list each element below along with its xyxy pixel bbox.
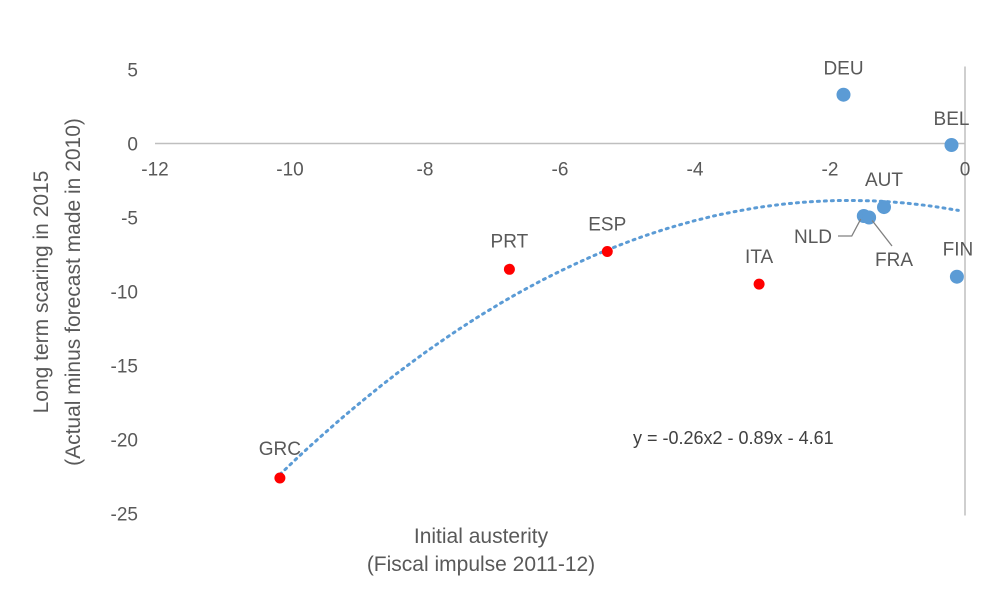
y-axis-title: Long term scaring in 2015 — [30, 171, 53, 414]
data-point-ita — [753, 278, 765, 290]
x-axis-title: Initial austerity — [414, 525, 549, 548]
trendline — [278, 199, 960, 476]
data-point-deu — [836, 87, 851, 102]
point-label-fra: FRA — [875, 250, 913, 271]
axes: -12 -10 -8 -6 -4 -2 050-5-10-15-20-25 — [111, 61, 971, 526]
point-label-deu: DEU — [823, 59, 863, 80]
x-tick-label: 0 — [960, 160, 971, 181]
data-point-aut — [877, 200, 891, 215]
x-tick-label: -12 — [141, 160, 168, 181]
x-tick-label: -8 — [417, 160, 434, 181]
y-tick-label: -10 — [111, 283, 138, 304]
x-tick-label: -4 — [687, 160, 704, 181]
x-tick-label: -10 — [276, 160, 303, 181]
trendline-layer: y = -0.26x2 - 0.89x - 4.61 — [278, 199, 960, 476]
data-point-fin — [949, 269, 964, 284]
point-label-aut: AUT — [865, 170, 903, 191]
x-axis-subtitle: (Fiscal impulse 2011-12) — [367, 553, 595, 576]
point-label-grc: GRC — [259, 439, 301, 460]
axis-titles: Initial austerity (Fiscal impulse 2011-12… — [30, 118, 595, 576]
y-tick-label: -5 — [121, 209, 138, 230]
trendline-equation: y = -0.26x2 - 0.89x - 4.61 — [633, 428, 834, 448]
point-label-esp: ESP — [588, 215, 626, 236]
y-tick-label: -15 — [111, 357, 138, 378]
x-tick-label: -6 — [552, 160, 569, 181]
leader-line-nld — [838, 218, 862, 237]
point-label-nld: NLD — [794, 227, 832, 248]
point-label-ita: ITA — [745, 247, 773, 268]
points-layer — [274, 87, 964, 484]
data-point-prt — [503, 263, 515, 275]
data-point-bel — [944, 138, 959, 152]
leader-line-fra — [871, 220, 893, 247]
data-point-esp — [601, 246, 613, 257]
point-label-fin: FIN — [943, 240, 974, 261]
y-tick-label: 0 — [127, 135, 138, 156]
y-tick-label: 5 — [127, 61, 138, 82]
point-label-prt: PRT — [491, 231, 529, 252]
y-tick-label: -20 — [111, 431, 138, 452]
x-tick-label: -2 — [822, 160, 839, 181]
point-labels-layer: DEU BEL AUT NLD FRA FIN GRC PRT ESP ITA — [259, 59, 973, 460]
y-tick-label: -25 — [111, 505, 138, 526]
point-label-bel: BEL — [934, 109, 970, 130]
data-point-grc — [274, 472, 286, 484]
y-axis-subtitle: (Actual minus forecast made in 2010) — [62, 118, 85, 466]
